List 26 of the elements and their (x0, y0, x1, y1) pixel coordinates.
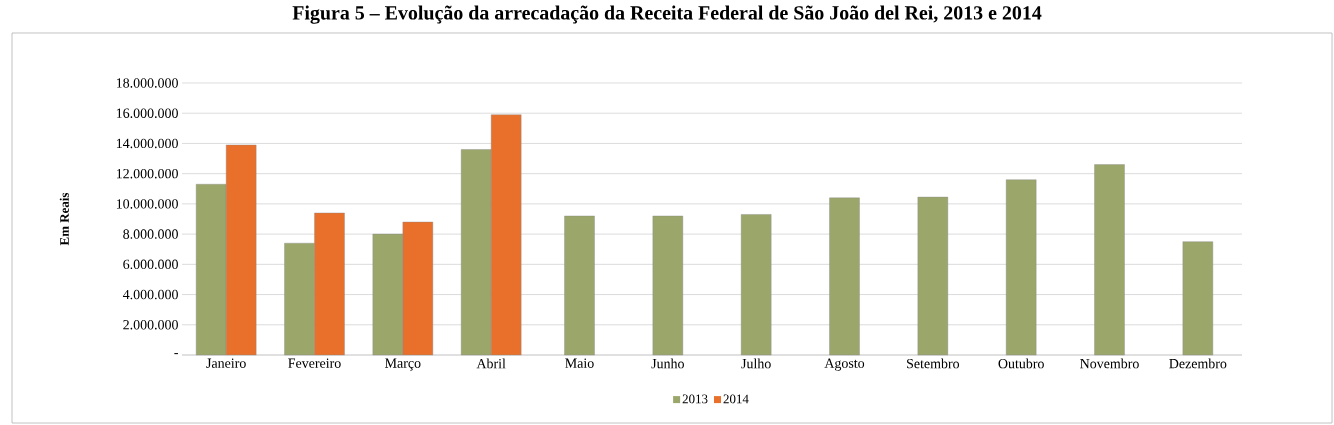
y-tick-label: 10.000.000 (116, 199, 178, 209)
y-tick-label: 12.000.000 (116, 168, 178, 179)
y-axis-title: Em Reais (59, 192, 69, 246)
legend-label: 2014 (723, 394, 749, 404)
x-tick-label: Novembro (1080, 358, 1139, 369)
x-tick-label: Maio (565, 358, 594, 368)
y-tick-label: 16.000.000 (116, 108, 178, 118)
y-tick-label: - (174, 353, 178, 355)
x-tick-label: Fevereiro (288, 358, 341, 368)
x-tick-label: Dezembro (1169, 358, 1227, 369)
x-tick-label: Julho (741, 358, 771, 369)
y-tick-label: 8.000.000 (123, 229, 178, 239)
y-tick-label: 6.000.000 (123, 259, 178, 270)
x-tick-label: Setembro (907, 358, 960, 369)
legend-label: 2013 (682, 394, 708, 404)
x-tick-label: Janeiro (206, 358, 246, 368)
x-tick-label: Março (385, 358, 421, 371)
y-tick-label: 2.000.000 (123, 320, 178, 330)
x-tick-label: Outubro (998, 358, 1044, 369)
chart-title: Figura 5 – Evolução da arrecadação da Receita Federal de São João del Rei, 2013 e 2014 (292, 5, 1042, 24)
x-tick-label: Junho (651, 358, 684, 369)
y-tick-label: 18.000.000 (116, 78, 178, 88)
y-tick-label: 4.000.000 (122, 289, 178, 300)
y-tick-label: 14.000.000 (116, 138, 178, 149)
x-tick-label: Abril (476, 358, 506, 369)
x-tick-label: Agosto (824, 358, 865, 371)
